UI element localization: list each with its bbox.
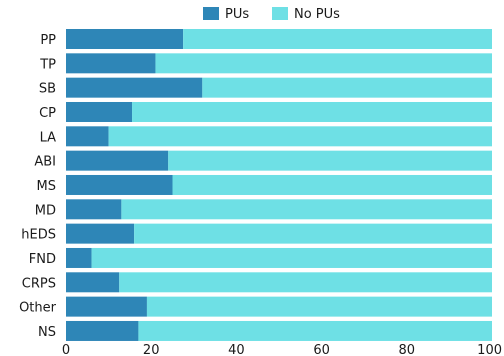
bar-heds-no-pus [134, 223, 492, 244]
category-label: FND [29, 252, 56, 267]
bar-other-pus [66, 296, 147, 317]
legend-swatch-pus [203, 7, 219, 20]
x-tick-label: 20 [143, 343, 160, 356]
bar-md-no-pus [121, 199, 492, 220]
legend-swatch-no-pus [272, 7, 288, 20]
bar-ms-no-pus [172, 174, 492, 195]
category-label: MD [35, 203, 56, 218]
bar-tp-no-pus [155, 53, 492, 74]
bar-sb-no-pus [202, 77, 492, 98]
bar-tp-pus [66, 53, 156, 74]
category-label: CP [39, 106, 56, 121]
x-tick-label: 40 [228, 343, 245, 356]
bar-crps-no-pus [119, 272, 492, 293]
x-tick-label: 0 [62, 343, 70, 356]
bar-pp-no-pus [183, 29, 492, 49]
legend-label-no-pus: No PUs [294, 7, 340, 22]
bar-ns-pus [66, 320, 139, 341]
category-labels: PP TP SB CP LA ABI MS MD hEDS FND CRPS Other NS [19, 33, 57, 340]
bar-cp-pus [66, 101, 133, 122]
x-tick-label: 80 [399, 343, 416, 356]
bar-md-pus [66, 199, 122, 220]
bar-fnd-pus [66, 247, 92, 268]
bar-crps-pus [66, 272, 120, 293]
category-label: PP [40, 33, 56, 48]
category-label: MS [37, 179, 56, 194]
category-label: CRPS [22, 276, 56, 291]
bar-other-no-pus [146, 296, 492, 317]
x-tick-label: 60 [313, 343, 330, 356]
bar-ms-pus [66, 174, 173, 195]
bar-pp-pus [66, 29, 184, 49]
bar-ns-no-pus [138, 320, 493, 341]
bar-la-pus [66, 126, 109, 147]
bar-abi-no-pus [168, 150, 493, 171]
category-label: TP [39, 57, 56, 72]
category-label: NS [38, 325, 56, 340]
legend: PUs No PUs [203, 7, 340, 22]
bar-abi-pus [66, 150, 169, 171]
bar-fnd-no-pus [91, 247, 492, 268]
category-label: LA [40, 130, 57, 145]
category-label: hEDS [21, 228, 56, 243]
category-label: SB [39, 82, 56, 97]
bar-heds-pus [66, 223, 135, 244]
bar-cp-no-pus [132, 101, 492, 122]
category-label: ABI [34, 155, 56, 170]
legend-label-pus: PUs [225, 7, 249, 22]
bar-la-no-pus [108, 126, 492, 147]
bars-group [66, 29, 493, 341]
category-label: Other [19, 301, 57, 316]
bar-sb-pus [66, 77, 203, 98]
x-axis-ticks: 0 20 40 60 80 100 [62, 343, 502, 356]
x-tick-label: 100 [477, 343, 502, 356]
